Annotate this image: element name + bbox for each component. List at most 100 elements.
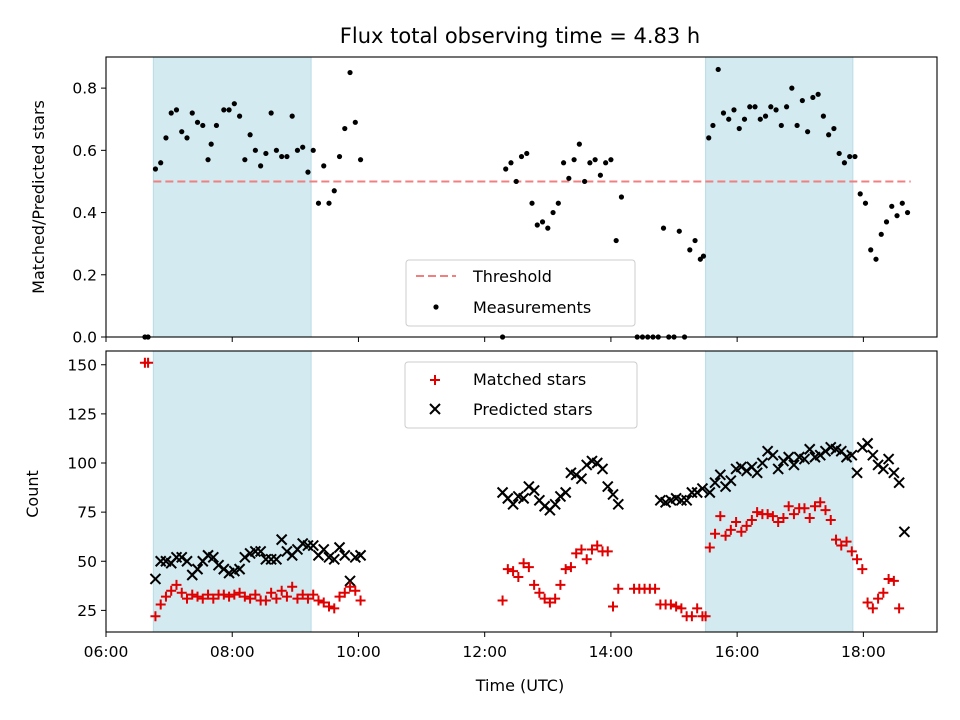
measurement-point [263,150,269,157]
legend-predicted-label: Predicted stars [473,400,593,419]
measurement-point [894,213,900,219]
bottom-x-tick-label: 10:00 [336,643,381,661]
measurement-point [613,237,619,244]
matched-star-point [676,603,687,614]
matched-star-point [208,593,219,604]
measurement-point [289,113,295,119]
measurement-point [710,122,716,129]
measurement-point [242,157,248,163]
matched-star-point [203,589,214,600]
bottom-y-tick-label: 100 [67,455,97,473]
matched-star-point [308,589,319,600]
matched-star-point [513,571,524,582]
measurement-point [300,144,306,150]
measurement-point [687,247,693,253]
top-plot-area: 0.0 0.2 0.4 0.6 0.8 Threshold Measurements [72,56,938,347]
predicted-star-point [888,467,900,479]
measurement-point [706,135,712,141]
predicted-star-point [575,473,588,485]
matched-star-point [350,585,361,596]
measurement-point [226,107,232,113]
top-y-axis-label: Matched/Predicted stars [29,100,48,294]
matched-star-point [497,595,508,606]
predicted-star-point [877,463,890,475]
measurement-point [700,253,707,259]
matched-star-point [720,530,731,541]
measurement-point [783,104,790,110]
matched-star-point [692,603,703,614]
matched-star-point [715,511,726,522]
matched-star-point [555,579,566,590]
legend-matched-label: Matched stars [473,370,586,389]
measurement-point [534,222,540,228]
matched-star-point [229,589,240,600]
matched-star-point [788,509,799,520]
measurement-point [852,153,858,160]
top-shaded-interval-2 [705,56,854,338]
measurement-point [518,153,525,160]
measurement-point [331,188,337,194]
matched-star-point [166,585,177,596]
matched-star-point [783,501,794,512]
bottom-y-axis-label: Count [23,470,42,518]
bottom-plot-area: 25 50 75 100 125 150 06:00 08:00 10:00 12:00 14:00… [67,350,938,661]
predicted-star-point [788,459,800,471]
measurement-point [794,122,800,129]
measurement-point [841,160,848,166]
predicted-star-point [333,541,346,554]
matched-star-point [171,579,182,590]
matched-star-point [602,546,613,557]
predicted-star-point [704,486,716,499]
measurement-point [731,107,737,113]
predicted-star-point [767,449,779,461]
matched-star-point [746,514,757,525]
matched-star-point [276,585,287,596]
matched-star-point [544,597,555,608]
matched-star-point [534,587,545,598]
measurement-point [357,157,364,163]
matched-star-point [523,562,534,573]
predicted-star-point [867,449,879,461]
top-y-tick-label: 0.0 [72,329,97,347]
matched-star-point [329,603,340,614]
matched-star-point [339,587,350,598]
measurement-point [168,110,174,116]
matched-star-point [292,593,303,604]
measurement-point [529,200,535,206]
predicted-star-point [725,474,737,487]
matched-star-point [773,516,784,527]
predicted-star-point [680,494,693,507]
matched-star-point [581,554,592,565]
measurement-point [847,153,853,160]
matched-star-point [857,564,868,575]
measurement-point [273,147,280,153]
matched-star-point [586,544,597,555]
matched-star-point [318,597,329,608]
measurement-point [587,160,593,166]
matched-star-point [710,528,721,539]
top-y-tick-label: 0.8 [72,80,97,98]
predicted-star-point [782,451,795,463]
matched-star-point [181,593,192,604]
matched-star-point [239,591,250,602]
matched-star-point [592,540,603,551]
measurement-point [857,191,863,197]
measurement-point [503,166,509,172]
measurement-point [576,141,582,147]
top-y-tick-label: 0.6 [72,142,97,160]
top-y-tick-label: 0.2 [72,266,97,284]
measurement-point [279,153,285,160]
bottom-y-tick-label: 25 [77,602,97,620]
matched-star-point [355,595,366,606]
measurement-point [566,175,572,181]
measurement-point [213,122,220,129]
measurement-point [247,132,253,138]
predicted-star-point [328,553,340,566]
bottom-y-tick-label: 50 [77,553,97,571]
measurement-point [741,116,748,122]
matched-star-point [324,601,335,612]
matched-star-point [665,599,676,610]
matched-star-point [302,593,313,604]
matched-star-point [825,514,836,525]
matched-star-point [862,597,873,608]
